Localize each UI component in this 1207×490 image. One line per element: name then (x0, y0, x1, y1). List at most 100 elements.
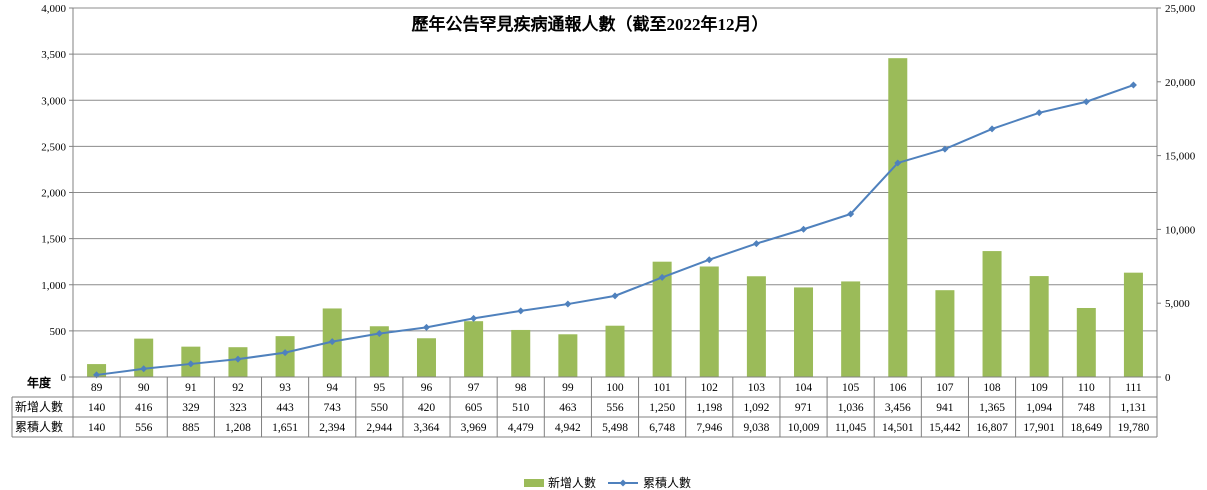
bar (1029, 276, 1049, 377)
x-tick-label: 102 (701, 382, 719, 394)
bar (369, 326, 389, 377)
table-cell-new: 550 (371, 402, 389, 414)
x-tick-label: 103 (748, 382, 766, 394)
table-cell-cumulative: 4,479 (508, 422, 534, 434)
x-tick-label: 93 (279, 382, 291, 394)
table-cell-cumulative: 1,651 (272, 422, 298, 434)
table-cell-cumulative: 14,501 (882, 422, 914, 434)
bar-series (87, 58, 1143, 378)
table-cell-new: 463 (559, 402, 577, 414)
line-point (658, 273, 666, 281)
table-cell-cumulative: 7,946 (696, 422, 722, 434)
x-tick-label: 104 (795, 382, 813, 394)
bar (605, 325, 625, 377)
y-right-tick-label: 25,000 (1165, 3, 1196, 15)
table-cell-new: 3,456 (885, 402, 911, 414)
legend-bar-swatch (524, 479, 544, 487)
table-cell-new: 1,092 (743, 402, 769, 414)
table-cell-cumulative: 1,208 (225, 422, 251, 434)
x-tick-label: 92 (232, 382, 244, 394)
bar (982, 251, 1002, 377)
line-point (705, 256, 713, 264)
table-header-year: 年度 (27, 375, 52, 390)
chart-title: 歷年公告罕見疾病通報人數（截至2022年12月） (412, 14, 769, 34)
line-point (847, 210, 855, 218)
table-cell-new: 416 (135, 402, 153, 414)
bar (699, 266, 719, 377)
table-cell-cumulative: 9,038 (743, 422, 769, 434)
bar (275, 336, 295, 377)
legend-line-label: 累積人數 (643, 475, 691, 490)
table-cell-cumulative: 556 (135, 422, 153, 434)
y-left-tick-label: 500 (50, 326, 67, 338)
x-tick-label: 111 (1125, 382, 1142, 394)
bar (746, 276, 766, 377)
line-point (234, 355, 242, 363)
table-cell-new: 329 (182, 402, 200, 414)
table-cell-new: 1,198 (696, 402, 722, 414)
gridlines (73, 7, 1157, 332)
row-label-cumulative: 累積人數 (15, 419, 63, 434)
table-cell-cumulative: 16,807 (976, 422, 1008, 434)
x-tick-label: 97 (468, 382, 480, 394)
line-point (988, 125, 996, 133)
table-cell-new: 1,094 (1026, 402, 1052, 414)
x-tick-label: 96 (421, 382, 433, 394)
x-tick-label: 106 (889, 382, 907, 394)
line-point (564, 300, 572, 308)
y-left-tick-label: 0 (61, 372, 67, 384)
bar (558, 334, 578, 377)
bar (935, 290, 955, 377)
table-cell-new: 556 (606, 402, 624, 414)
legend: 新增人數 累積人數 (524, 475, 691, 490)
table-cell-new: 743 (324, 402, 342, 414)
bar (464, 321, 484, 377)
y-right-tick-label: 10,000 (1165, 224, 1196, 236)
line-point (187, 360, 195, 368)
bar (841, 281, 861, 377)
line-point (1035, 109, 1043, 117)
legend-line-marker (619, 479, 627, 487)
x-tick-label: 110 (1078, 382, 1095, 394)
x-tick-label: 109 (1031, 382, 1049, 394)
y-right-tick-label: 15,000 (1165, 151, 1196, 163)
line-point (611, 292, 619, 300)
table-cell-new: 748 (1078, 402, 1096, 414)
bar (416, 338, 436, 377)
table-cell-new: 1,131 (1120, 402, 1146, 414)
line-point (470, 314, 478, 322)
y-left-tick-label: 3,500 (41, 49, 66, 61)
table-cell-new: 1,036 (838, 402, 864, 414)
table-cell-cumulative: 5,498 (602, 422, 628, 434)
bar (511, 329, 531, 377)
y-left-tick-label: 1,500 (41, 234, 66, 246)
bar (1076, 307, 1096, 377)
table-cell-new: 605 (465, 402, 483, 414)
table-cell-cumulative: 885 (182, 422, 200, 434)
table-cell-new: 1,250 (649, 402, 675, 414)
x-tick-label: 99 (562, 382, 574, 394)
x-tick-label: 94 (326, 382, 338, 394)
bar (1123, 272, 1143, 377)
table-cell-cumulative: 3,969 (461, 422, 487, 434)
table-cell-cumulative: 10,009 (788, 422, 820, 434)
y-right-tick-label: 0 (1165, 372, 1171, 384)
x-tick-label: 89 (91, 382, 103, 394)
table-cell-cumulative: 17,901 (1023, 422, 1055, 434)
table-cell-new: 971 (795, 402, 813, 414)
x-tick-label: 91 (185, 382, 197, 394)
table-cell-new: 420 (418, 402, 436, 414)
line-point (894, 159, 902, 167)
x-tick-label: 90 (138, 382, 150, 394)
line-point (422, 323, 430, 331)
x-tick-label: 105 (842, 382, 860, 394)
bar (794, 287, 814, 377)
table-cell-new: 443 (276, 402, 294, 414)
axes: 0 500 1,000 1,500 2,000 2,500 3,000 3,500 4,000 0… (41, 3, 1196, 384)
y-left-tick-label: 3,000 (41, 95, 66, 107)
line-series (93, 81, 1137, 379)
table-cell-cumulative: 2,944 (366, 422, 392, 434)
y-right-tick-label: 20,000 (1165, 77, 1196, 89)
table-cell-new: 140 (88, 402, 106, 414)
